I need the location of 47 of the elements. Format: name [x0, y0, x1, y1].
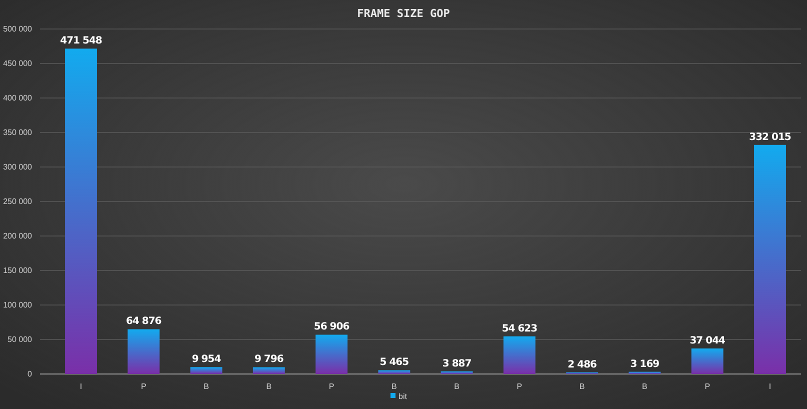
bar [128, 329, 160, 374]
x-tick-label: P [140, 382, 146, 391]
x-tick-label: P [704, 382, 710, 391]
bar [503, 336, 536, 374]
y-tick-label: 150 000 [3, 266, 33, 276]
data-label: 2 486 [568, 359, 598, 370]
bar [378, 370, 410, 374]
bar [252, 367, 285, 374]
data-label: 54 623 [502, 323, 538, 334]
x-tick-label: B [642, 382, 648, 391]
x-tick-label: B [579, 382, 585, 391]
y-tick-label: 400 000 [3, 94, 33, 103]
y-tick-label: 300 000 [3, 162, 33, 172]
x-tick-label: P [516, 382, 522, 391]
y-tick-label: 50 000 [8, 335, 33, 344]
data-label: 332 015 [749, 132, 792, 143]
x-tick-label: B [266, 382, 272, 391]
x-tick-label: B [204, 382, 209, 391]
y-tick-label: 0 [28, 370, 33, 379]
y-tick-label: 350 000 [3, 128, 33, 138]
data-label: 37 044 [690, 335, 726, 346]
data-label: 3 887 [442, 358, 472, 370]
chart-title: FRAME SIZE GOP [357, 7, 450, 20]
data-label: 56 906 [314, 322, 350, 333]
y-tick-label: 200 000 [3, 232, 33, 241]
legend-label: bit [398, 392, 408, 401]
x-tick-label: I [80, 382, 82, 391]
data-label: 471 548 [60, 36, 102, 47]
data-label: 9 954 [192, 354, 222, 366]
y-tick-label: 100 000 [3, 300, 33, 310]
bar [691, 348, 724, 374]
y-tick-label: 450 000 [3, 59, 33, 68]
y-tick-label: 250 000 [3, 197, 33, 206]
data-label: 5 465 [380, 357, 410, 368]
x-tick-label: P [328, 382, 334, 391]
bar [316, 334, 348, 374]
bar [440, 371, 473, 374]
bar [754, 144, 786, 374]
bar [65, 48, 97, 374]
y-tick-label: 500 000 [3, 24, 33, 34]
bar [190, 367, 222, 374]
data-label: 64 876 [126, 316, 162, 328]
x-tick-label: B [392, 382, 397, 391]
data-label: 3 169 [630, 358, 660, 370]
x-tick-label: B [454, 382, 460, 391]
data-label: 9 796 [254, 354, 284, 366]
x-tick-label: I [768, 382, 772, 391]
